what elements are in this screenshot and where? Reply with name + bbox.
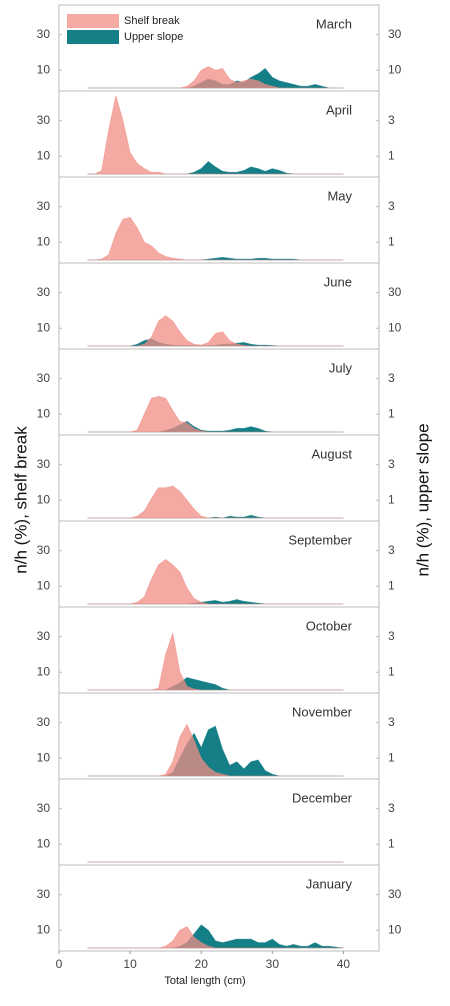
y-tick-label: 30 (37, 457, 51, 471)
shelf-break-area (87, 485, 344, 519)
y-tick-label: 30 (37, 543, 51, 557)
y-tick-label: 10 (37, 406, 51, 420)
y2-tick-label: 3 (388, 371, 395, 385)
y-tick-label: 30 (37, 801, 51, 815)
y2-tick-label: 10 (388, 320, 402, 334)
y2-tick-label: 10 (388, 922, 402, 936)
y-tick-label: 30 (37, 199, 51, 213)
legend-swatch (67, 30, 119, 44)
upper-slope-area (87, 725, 344, 777)
y-tick-label: 10 (37, 320, 51, 334)
y-tick-label: 10 (37, 148, 51, 162)
x-tick-label: 20 (195, 957, 209, 971)
y2-tick-label: 3 (388, 457, 395, 471)
upper-slope-area (87, 599, 344, 605)
upper-slope-area (87, 924, 344, 949)
shelf-break-area (87, 66, 344, 89)
panel-title: October (306, 618, 353, 633)
y2-tick-label: 3 (388, 801, 395, 815)
y2-tick-label: 30 (388, 285, 402, 299)
y2-tick-label: 3 (388, 543, 395, 557)
y-tick-label: 10 (37, 234, 51, 248)
legend-label: Upper slope (124, 31, 183, 43)
y2-tick-label: 1 (388, 406, 395, 420)
y2-tick-label: 10 (388, 62, 402, 76)
y-tick-label: 10 (37, 492, 51, 506)
x-tick-label: 10 (123, 957, 137, 971)
shelf-break-area (87, 559, 344, 605)
y-tick-label: 10 (37, 750, 51, 764)
x-tick-label: 0 (56, 957, 63, 971)
y2-tick-label: 1 (388, 578, 395, 592)
panel-title: November (292, 704, 353, 719)
y-tick-label: 10 (37, 922, 51, 936)
shelf-break-area (87, 95, 344, 175)
y2-tick-label: 30 (388, 887, 402, 901)
panel-title: July (329, 360, 353, 375)
y-tick-label: 30 (37, 629, 51, 643)
panel-title: May (327, 188, 352, 203)
shelf-break-area (87, 723, 344, 777)
panel-title: June (324, 274, 352, 289)
y2-tick-label: 1 (388, 750, 395, 764)
panel-title: December (292, 790, 353, 805)
y2-tick-label: 3 (388, 629, 395, 643)
y-tick-label: 10 (37, 836, 51, 850)
panel-title: January (306, 876, 353, 891)
panel-title: August (312, 446, 353, 461)
y-tick-label: 30 (37, 27, 51, 41)
upper-slope-area (87, 420, 344, 433)
shelf-break-area (87, 216, 344, 261)
shelf-break-area (87, 396, 344, 433)
y-tick-label: 10 (37, 62, 51, 76)
y-tick-label: 30 (37, 371, 51, 385)
y-tick-label: 10 (37, 664, 51, 678)
y-tick-label: 30 (37, 887, 51, 901)
x-tick-label: 40 (337, 957, 351, 971)
y2-tick-label: 1 (388, 492, 395, 506)
panel-frame (58, 864, 380, 952)
x-axis-label: Total length (cm) (164, 975, 245, 987)
shelf-break-area (87, 315, 344, 347)
upper-slope-area (87, 677, 344, 691)
y-tick-label: 30 (37, 113, 51, 127)
shelf-break-area (87, 632, 344, 691)
x-tick-label: 30 (266, 957, 280, 971)
shelf-break-area (87, 926, 344, 949)
legend-label: Shelf break (124, 15, 180, 27)
y2-tick-label: 3 (388, 715, 395, 729)
y2-tick-label: 3 (388, 113, 395, 127)
y2-tick-label: 1 (388, 664, 395, 678)
y-axis-label: n/h (%), shelf break (11, 426, 30, 574)
y2-tick-label: 1 (388, 836, 395, 850)
panel-title: September (288, 532, 352, 547)
y2-tick-label: 1 (388, 148, 395, 162)
panel-title: March (316, 16, 352, 31)
y2-axis-label: n/h (%), upper slope (413, 423, 432, 576)
y2-tick-label: 3 (388, 199, 395, 213)
panel-title: April (326, 102, 352, 117)
y-tick-label: 30 (37, 715, 51, 729)
legend-swatch (67, 14, 119, 28)
y2-tick-label: 30 (388, 27, 402, 41)
y2-tick-label: 1 (388, 234, 395, 248)
y-tick-label: 10 (37, 578, 51, 592)
y-tick-label: 30 (37, 285, 51, 299)
